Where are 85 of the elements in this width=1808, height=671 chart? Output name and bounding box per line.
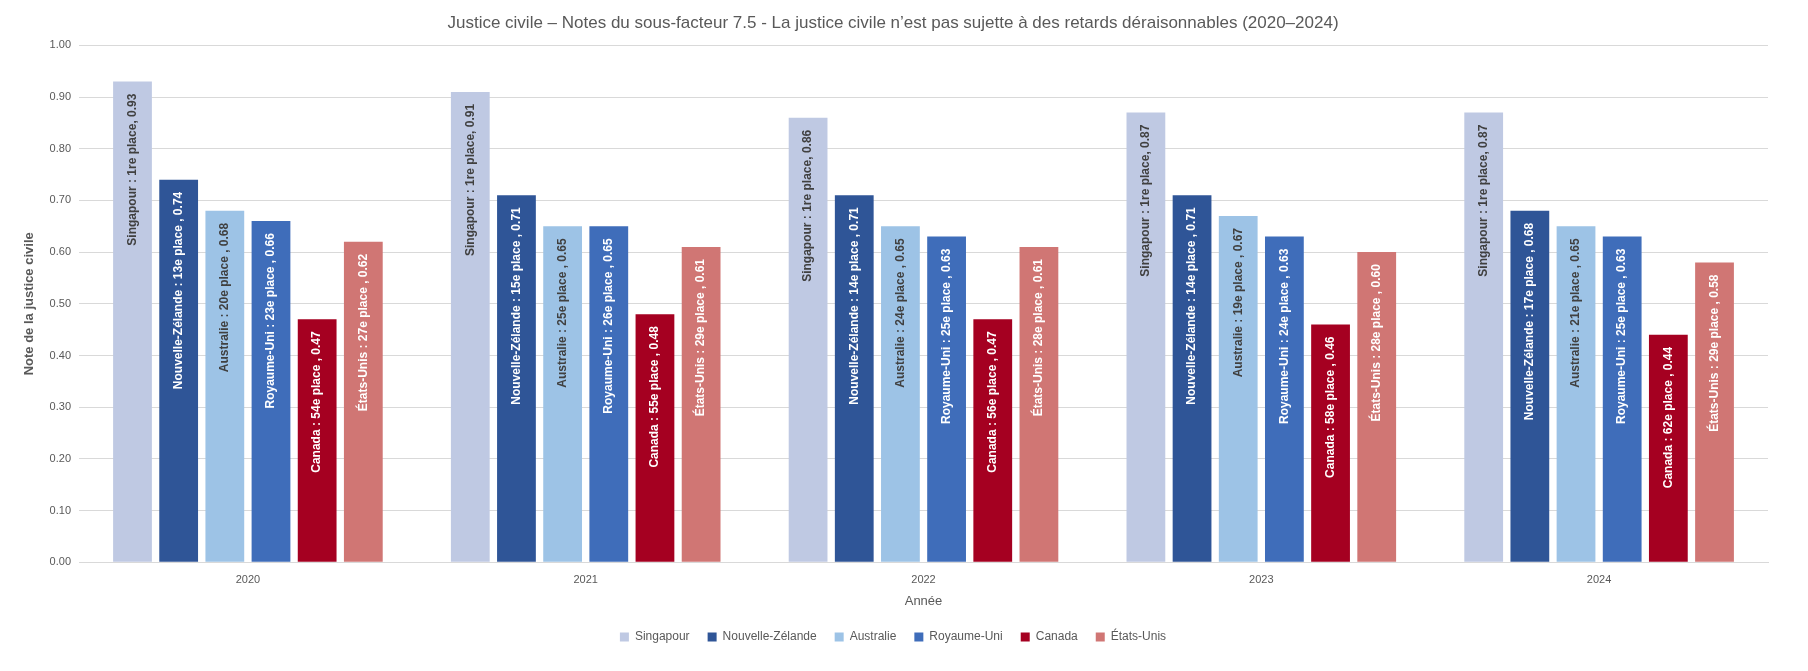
y-tick-label: 0.30 <box>49 400 72 413</box>
legend-label: Singapour <box>634 629 690 644</box>
chart-title: Justice civile – Notes du sous-facteur 7.5 - La justice civile n’est pas sujette à des retards déraisonnables (2020–2024) <box>447 12 1339 32</box>
bar <box>1602 236 1642 562</box>
bar <box>1172 195 1212 562</box>
bar <box>834 195 874 562</box>
data-label: Royaume-Uni : 25e place , 0.63 <box>1614 248 1629 425</box>
x-axis-title: Année <box>904 592 943 608</box>
bar <box>1218 215 1258 562</box>
data-label: Australie : 20e place , 0.68 <box>217 222 232 373</box>
y-tick-label: 0.20 <box>49 451 72 464</box>
y-tick-label: 0.00 <box>49 555 72 568</box>
data-label: Canada : 55e place , 0.48 <box>647 325 662 468</box>
x-tick-label: 2022 <box>911 572 936 585</box>
data-label: Nouvelle-Zélande : 17e place , 0.68 <box>1522 222 1537 421</box>
bar <box>681 246 721 562</box>
bar <box>1556 226 1596 562</box>
data-label: Nouvelle-Zélande : 14e place , 0.71 <box>1184 206 1199 405</box>
bar <box>1311 324 1350 562</box>
y-tick-label: 0.90 <box>49 90 72 103</box>
data-label: Australie : 24e place , 0.65 <box>892 237 907 388</box>
data-label: Canada : 62e place , 0.44 <box>1660 346 1675 489</box>
bar <box>927 236 966 562</box>
bar <box>543 226 583 562</box>
bar <box>1464 112 1504 562</box>
bar <box>1019 246 1059 562</box>
data-label: Nouvelle-Zélande : 13e place , 0.74 <box>170 191 185 390</box>
bar <box>1265 236 1304 562</box>
data-label: Australie : 19e place , 0.67 <box>1230 227 1245 378</box>
y-tick-label: 1.00 <box>49 38 72 51</box>
data-label: États-Unis : 29e place , 0.61 <box>692 258 708 417</box>
legend-label: Australie <box>849 629 897 644</box>
bar <box>497 195 536 562</box>
bar <box>635 314 675 562</box>
bar <box>251 221 291 562</box>
x-tick-label: 2020 <box>235 572 261 585</box>
bar <box>973 319 1013 562</box>
data-label: États-Unis : 28e place , 0.60 <box>1368 263 1384 422</box>
bar <box>113 81 152 562</box>
data-label: Canada : 54e place , 0.47 <box>309 330 324 473</box>
data-label: Singapour : 1re place, 0.86 <box>800 129 815 282</box>
data-label: États-Unis : 27e place , 0.62 <box>354 253 370 412</box>
data-label: Singapour : 1re place, 0.91 <box>462 103 477 256</box>
y-tick-label: 0.60 <box>49 245 72 258</box>
data-label: Canada : 56e place , 0.47 <box>985 330 1000 473</box>
y-tick-label: 0.70 <box>49 193 72 206</box>
legend-label: Canada <box>1035 629 1079 644</box>
data-label: Royaume-Uni : 23e place , 0.66 <box>263 232 278 409</box>
data-label: Canada : 58e place , 0.46 <box>1322 336 1337 478</box>
bar <box>589 226 629 562</box>
legend-label: Nouvelle-Zélande <box>722 629 817 644</box>
data-label: États-Unis : 29e place , 0.58 <box>1705 274 1721 432</box>
data-label: Singapour : 1re place, 0.87 <box>1476 124 1490 277</box>
data-label: Nouvelle-Zélande : 15e place , 0.71 <box>508 206 523 405</box>
data-label: Australie : 21e place , 0.65 <box>1568 237 1583 388</box>
data-label: Nouvelle-Zélande : 14e place , 0.71 <box>846 206 861 405</box>
data-label: Australie : 25e place , 0.65 <box>554 237 569 388</box>
bar <box>450 91 490 562</box>
data-label: Royaume-Uni : 25e place , 0.63 <box>938 248 953 425</box>
y-tick-label: 0.40 <box>49 348 72 361</box>
y-tick-label: 0.80 <box>49 141 72 154</box>
data-label: Singapour : 1re place, 0.93 <box>124 93 139 246</box>
legend-label: États-Unis <box>1110 628 1167 644</box>
data-label: Singapour : 1re place, 0.87 <box>1138 124 1153 277</box>
legend-label: Royaume-Uni <box>929 629 1003 644</box>
bar <box>1510 210 1550 562</box>
y-axis-title: Note de la justice civile <box>21 232 37 376</box>
x-tick-label: 2024 <box>1586 572 1612 585</box>
bar <box>1357 252 1397 562</box>
bar <box>343 241 383 562</box>
y-tick-label: 0.10 <box>49 503 72 516</box>
bar <box>1695 262 1734 562</box>
bar <box>297 319 337 562</box>
data-label: Royaume-Uni : 26e place , 0.65 <box>601 237 616 414</box>
bar <box>205 210 245 562</box>
bar <box>881 226 920 562</box>
bar <box>1648 334 1688 562</box>
data-label: Royaume-Uni : 24e place , 0.63 <box>1276 248 1291 425</box>
data-label: États-Unis : 28e place , 0.61 <box>1030 258 1046 417</box>
x-tick-label: 2023 <box>1249 572 1274 585</box>
bar <box>788 117 828 562</box>
x-tick-label: 2021 <box>573 572 598 585</box>
y-tick-label: 0.50 <box>49 296 72 309</box>
bar <box>159 179 199 562</box>
bar <box>1126 112 1166 562</box>
